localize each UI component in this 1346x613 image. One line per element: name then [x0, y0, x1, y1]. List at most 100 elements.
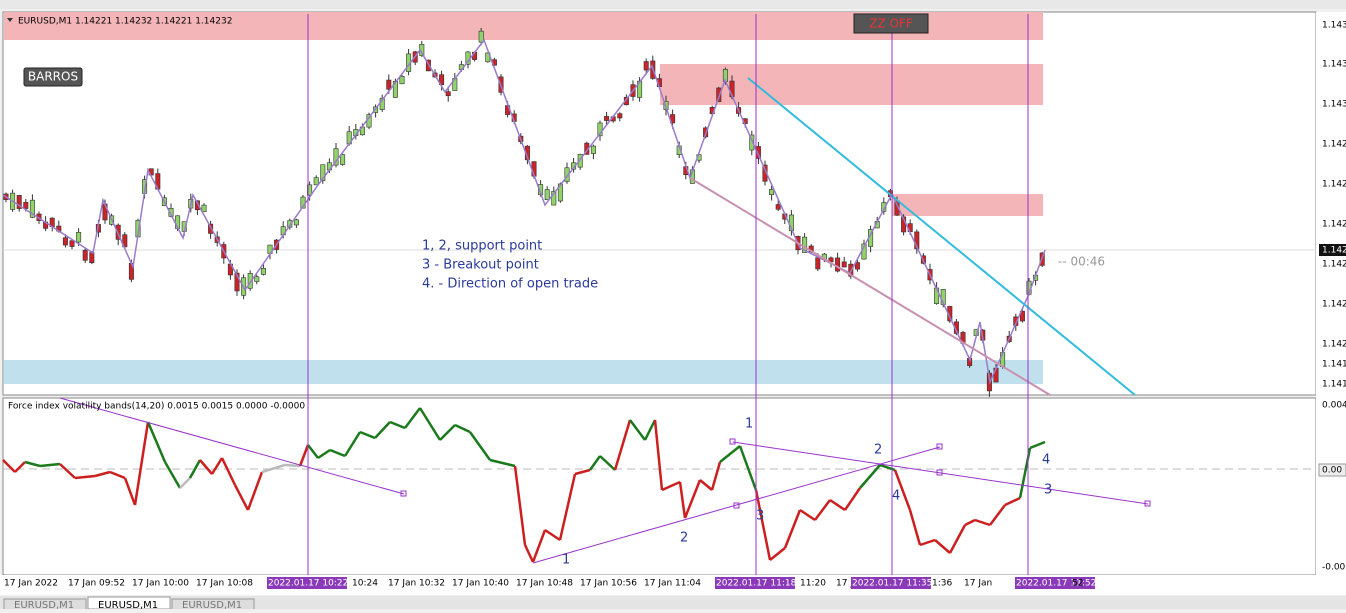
candle — [551, 190, 557, 206]
candle — [247, 273, 253, 289]
indicator-segment — [661, 480, 681, 492]
time-label: 10:24 — [352, 579, 378, 589]
indicator-segment — [307, 444, 319, 459]
price-label: 1.143 — [1322, 60, 1346, 70]
indicator-segment — [210, 457, 224, 475]
time-label: 17 J — [836, 579, 853, 589]
indicator-segment — [163, 461, 182, 489]
zz-button[interactable] — [853, 13, 929, 34]
candle — [333, 148, 339, 166]
indicator-segment — [261, 463, 286, 474]
indicator-segment — [14, 461, 26, 473]
tab-label: EURUSD,M1 — [14, 600, 74, 609]
barros-label: BARROS — [28, 70, 78, 84]
indicator-label: Force index volatility bands(14,20) 0.00… — [8, 402, 305, 412]
time-label: 2022.01.17 10:22 — [268, 579, 348, 589]
indicator-segment — [783, 509, 802, 549]
indicator-segment — [39, 462, 61, 468]
indicator-segment — [109, 470, 126, 480]
candle — [29, 199, 35, 218]
zone — [4, 360, 1043, 384]
candle — [208, 223, 214, 234]
candle — [194, 200, 200, 211]
indicator-segment — [199, 459, 213, 475]
candle — [841, 261, 847, 268]
symbol-info: EURUSD,M1 1.14221 1.14232 1.14221 1.1423… — [18, 17, 232, 27]
indicator-segment — [653, 419, 664, 491]
tab-bar — [0, 596, 1346, 609]
candle — [544, 189, 550, 201]
candle — [716, 87, 722, 102]
tab-label: EURUSD,M1 — [98, 600, 158, 609]
current-price-box — [1319, 244, 1346, 256]
candle — [749, 134, 755, 151]
time-label: 17 Jan 2022 — [4, 579, 58, 589]
candle — [643, 61, 649, 71]
indicator-segment — [683, 479, 702, 519]
collapse-icon — [7, 18, 13, 22]
indicator-segment — [908, 509, 922, 546]
candle — [287, 220, 293, 228]
indicator-segment — [893, 469, 912, 511]
indicator-segment — [699, 479, 713, 491]
indicator-segment — [454, 423, 471, 434]
annotation: 3 - Breakout point — [422, 258, 539, 273]
price-label: 1.141 — [1322, 380, 1346, 390]
candle — [16, 195, 22, 209]
point-label: 4 — [1042, 453, 1050, 468]
candle — [590, 145, 596, 154]
candle — [1013, 316, 1019, 326]
indicator-segment — [1029, 440, 1046, 450]
indicator-segment — [814, 499, 831, 521]
candle — [399, 76, 405, 85]
candle — [260, 268, 266, 275]
time-label: 2022.01.17 11:35 — [852, 579, 932, 589]
tab-label: EURUSD,M1 — [182, 600, 242, 609]
price-label: 1.142 — [1322, 340, 1346, 350]
indicator-segment — [588, 455, 602, 471]
indicator-segment — [859, 464, 881, 489]
time-label: 17 Jan 10:48 — [516, 579, 573, 589]
zone — [892, 194, 1043, 216]
point-label: 3 — [1044, 483, 1052, 498]
indicator-segment — [233, 484, 250, 511]
annotation: 4. - Direction of open trade — [422, 277, 598, 292]
trendline — [689, 177, 1051, 396]
candle — [604, 116, 610, 121]
time-label: 52 — [1072, 579, 1083, 589]
price-label: 1.143 — [1322, 21, 1346, 31]
price-axis — [1316, 12, 1346, 575]
candle — [445, 91, 451, 97]
price-label: 1.142 — [1322, 180, 1346, 190]
indicator-segment — [558, 473, 577, 541]
barros-button[interactable] — [23, 67, 83, 87]
candle — [439, 74, 445, 86]
indicator-segment — [179, 477, 191, 489]
price-label: 1.142 — [1322, 140, 1346, 150]
time-label: 17 Jan 10:56 — [580, 579, 637, 589]
indicator-segment — [769, 547, 786, 561]
indicator-segment — [574, 468, 591, 476]
candle — [69, 240, 75, 247]
time-label: 17 Jan 10:40 — [452, 579, 509, 589]
indicator-axis-label: -0.005 — [1322, 563, 1346, 573]
indicator-segment — [298, 444, 310, 467]
indicator-segment — [246, 471, 264, 511]
indicator-axis-label: 0.004 — [1322, 401, 1346, 411]
time-label: 17 Jan 10:08 — [196, 579, 253, 589]
indicator-segment — [94, 470, 111, 478]
candle — [62, 237, 68, 246]
candle — [254, 276, 260, 282]
indicator-segment — [317, 448, 331, 460]
indicator-segment — [404, 407, 421, 429]
indicator-segment — [613, 419, 632, 471]
candle — [76, 231, 82, 243]
indicator-lines — [59, 397, 1151, 564]
indicator-segment — [146, 421, 167, 463]
indicator-segment — [523, 544, 535, 563]
indicator-segment — [829, 498, 846, 512]
indicator-segment — [531, 529, 547, 563]
point-label: 3 — [756, 509, 764, 524]
point-label: 1 — [562, 553, 570, 568]
time-marker — [267, 577, 347, 589]
